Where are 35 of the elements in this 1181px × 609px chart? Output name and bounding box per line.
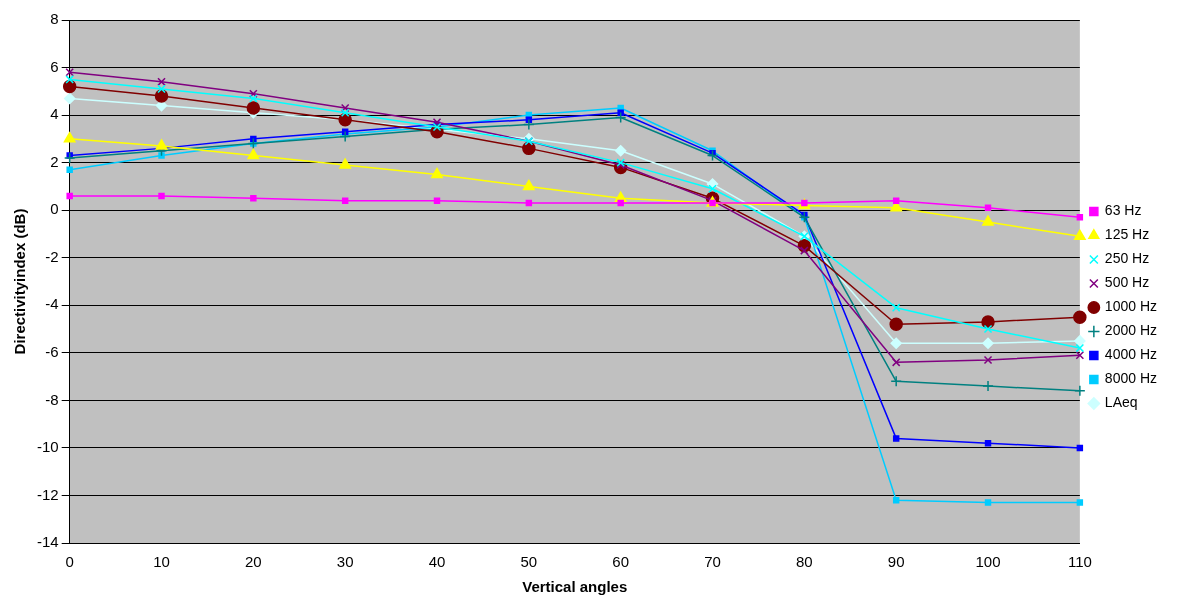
x-tick-label: 10 [153, 553, 170, 571]
y-tick-label: 0 [50, 200, 59, 218]
y-tick-label: -4 [45, 295, 59, 313]
legend-label: 500 Hz [1104, 274, 1150, 291]
y-tick-label: -6 [45, 342, 59, 360]
x-tick-label: 90 [887, 553, 905, 571]
y-axis-title: Directivityindex (dB) [11, 208, 29, 355]
x-tick-label: 30 [336, 553, 354, 571]
legend-label: 2000 Hz [1104, 322, 1158, 339]
y-tick-label: 2 [50, 152, 59, 170]
y-tick-label: 4 [50, 105, 59, 123]
legend-label: LAeq [1104, 394, 1138, 411]
legend-label: 4000 Hz [1104, 346, 1158, 363]
x-tick-label: 50 [520, 553, 538, 571]
x-axis-title: Vertical angles [522, 578, 628, 596]
x-tick-label: 100 [975, 553, 1001, 571]
legend-label: 1000 Hz [1104, 298, 1158, 315]
y-tick-label: -8 [45, 390, 59, 408]
y-tick-label: -12 [36, 485, 59, 503]
x-tick-label: 40 [428, 553, 446, 571]
x-tick-label: 110 [1067, 553, 1092, 571]
y-tick-label: 6 [50, 57, 59, 75]
y-tick-label: 8 [50, 10, 59, 28]
legend-label: 63 Hz [1104, 202, 1142, 219]
legend-label: 250 Hz [1104, 250, 1150, 267]
y-tick-label: -2 [45, 247, 59, 265]
x-tick-label: 60 [612, 553, 630, 571]
legend-label: 8000 Hz [1104, 370, 1158, 387]
x-tick-label: 80 [796, 553, 813, 571]
legend-label: 125 Hz [1104, 226, 1150, 243]
x-tick-label: 70 [704, 553, 721, 571]
x-tick-label: 0 [65, 553, 74, 571]
x-tick-label: 20 [245, 553, 262, 571]
y-tick-label: -10 [36, 438, 59, 456]
y-tick-label: -14 [36, 533, 59, 551]
